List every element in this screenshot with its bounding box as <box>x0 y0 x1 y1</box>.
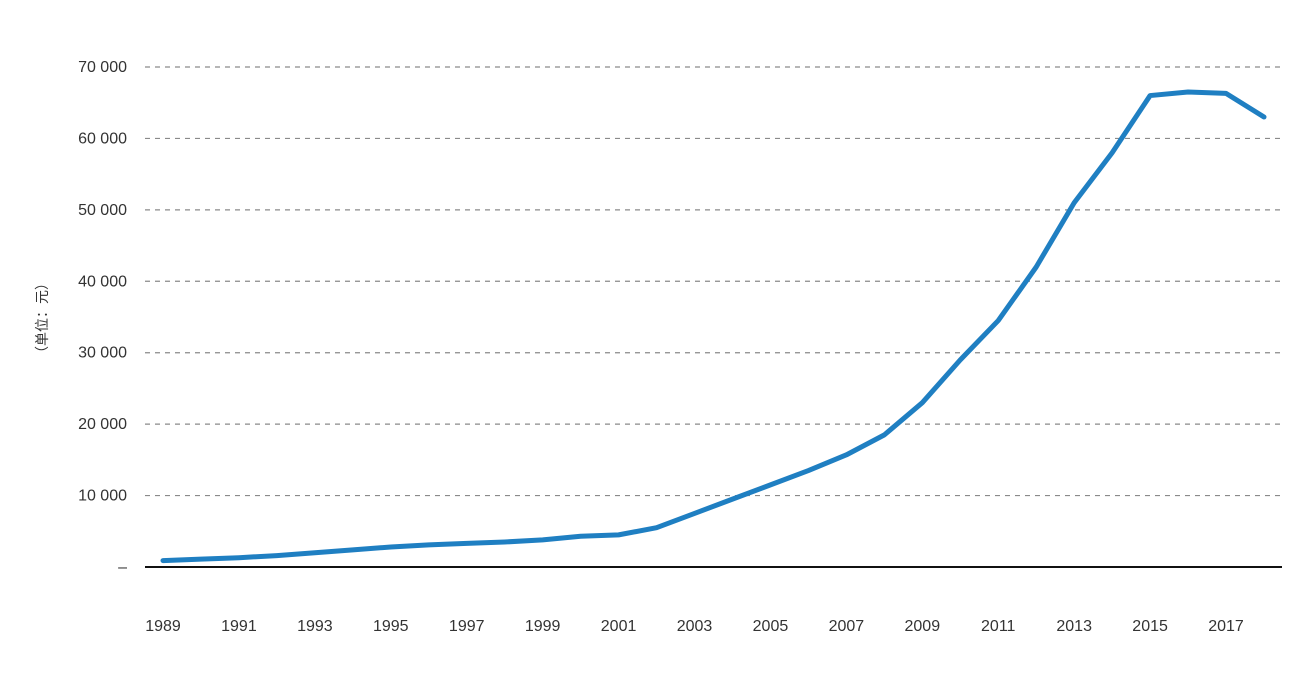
x-tick-label: 2009 <box>905 618 941 635</box>
x-tick-label: 2003 <box>677 618 713 635</box>
x-tick-label: 1995 <box>373 618 409 635</box>
x-tick-label: 2011 <box>981 618 1016 635</box>
x-tick-label: 2005 <box>753 618 789 635</box>
y-tick-label: 60 000 <box>78 130 127 147</box>
x-tick-label: 2007 <box>829 618 865 635</box>
x-tick-label: 1989 <box>145 618 181 635</box>
y-tick-label: 70 000 <box>78 59 127 76</box>
x-tick-label: 1999 <box>525 618 561 635</box>
y-axis-title: （单位：元） <box>34 276 50 360</box>
x-tick-label: 1997 <box>449 618 485 635</box>
x-tick-label: 1993 <box>297 618 333 635</box>
grid-lines <box>145 67 1282 496</box>
y-tick-label: 50 000 <box>78 202 127 219</box>
labels: – 10 000 20 000 30 000 40 000 50 000 60 000 70 … <box>34 59 1244 635</box>
y-tick-label: 30 000 <box>78 345 127 362</box>
y-tick-label: 10 000 <box>78 488 127 505</box>
x-tick-label: 2017 <box>1208 618 1244 635</box>
y-tick-label: 20 000 <box>78 416 127 433</box>
y-tick-label: 40 000 <box>78 273 127 290</box>
y-tick-label: – <box>118 559 127 576</box>
x-tick-label: 2001 <box>601 618 637 635</box>
x-tick-label: 2015 <box>1132 618 1168 635</box>
x-tick-label: 2013 <box>1056 618 1092 635</box>
x-tick-label: 1991 <box>221 618 257 635</box>
series-line <box>163 92 1264 561</box>
series-layer <box>163 92 1264 561</box>
